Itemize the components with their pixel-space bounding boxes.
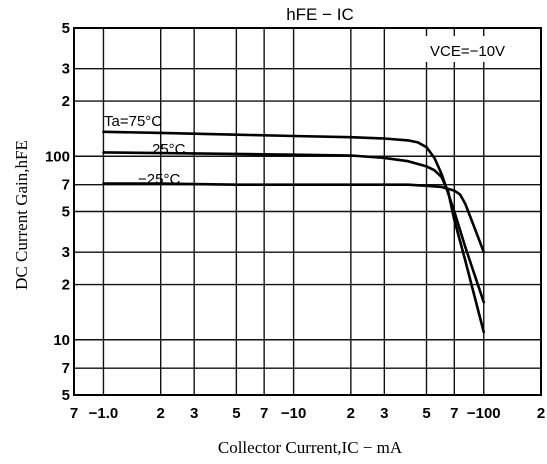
vce-annotation: VCE=−10V: [430, 43, 505, 60]
x-tick-label-9: 5: [422, 405, 430, 422]
x-tick-label-4: 5: [232, 405, 240, 422]
y-tick-labels: 5 7 10 2 3 5 7 100 2 3 5: [45, 20, 70, 404]
x-tick-label-10: 7: [450, 405, 458, 422]
y-tick-label-6: 7: [62, 177, 70, 194]
x-tick-label-1: −1.0: [89, 405, 119, 422]
y-tick-label-8: 2: [62, 93, 70, 110]
x-tick-label-2: 2: [157, 405, 165, 422]
y-tick-label-5: 5: [62, 204, 70, 221]
series-label-0: Ta=75°C: [104, 113, 162, 130]
curve-series-2: [102, 182, 486, 254]
plot-frame: [73, 27, 542, 396]
y-tick-label-3: 2: [62, 277, 70, 294]
y-tick-label-4: 3: [62, 244, 70, 261]
curve-series-1: [102, 151, 486, 334]
x-tick-label-6: −10: [281, 405, 306, 422]
x-tick-label-5: 7: [260, 405, 268, 422]
x-tick-labels: 7 −1.0 2 3 5 7 −10 2 3 5 7 −100 2: [70, 405, 545, 422]
y-tick-label-7: 100: [45, 148, 70, 165]
series-label-1: 25°C: [152, 141, 186, 158]
y-tick-label-1: 7: [62, 360, 70, 377]
y-tick-label-10: 5: [62, 20, 70, 37]
x-tick-label-3: 3: [190, 405, 198, 422]
y-axis-label: DC Current Gain,hFE: [12, 140, 31, 290]
x-tick-label-11: −100: [467, 405, 501, 422]
x-tick-label-7: 2: [347, 405, 355, 422]
grid-lines: [73, 27, 542, 396]
annotation-box: [425, 36, 531, 62]
x-tick-label-12: 2: [537, 405, 545, 422]
y-tick-label-9: 3: [62, 61, 70, 78]
x-tick-label-0: 7: [70, 405, 78, 422]
curves: [102, 130, 486, 334]
y-tick-label-0: 5: [62, 387, 70, 404]
y-tick-label-2: 10: [53, 332, 70, 349]
series-labels: Ta=75°C 25°C −25°C: [104, 113, 186, 188]
chart-title: hFE − IC: [286, 5, 354, 24]
series-label-2: −25°C: [138, 171, 180, 188]
x-tick-label-8: 3: [380, 405, 388, 422]
x-axis-label: Collector Current,IC − mA: [218, 438, 403, 457]
